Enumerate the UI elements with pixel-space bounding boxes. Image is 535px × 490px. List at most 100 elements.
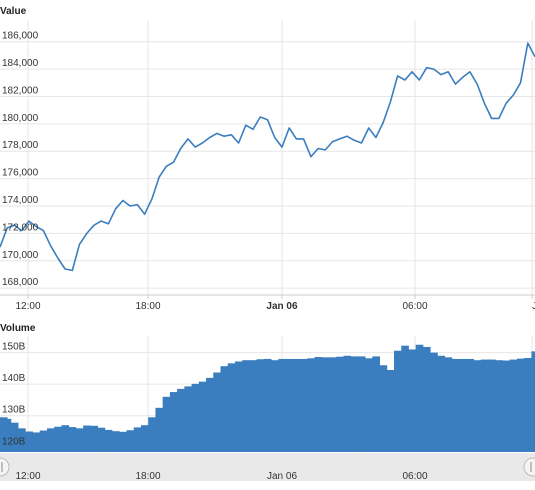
volume-bar — [495, 360, 503, 452]
volume-bar — [271, 360, 279, 452]
volume-bar — [46, 428, 55, 452]
price-tick-label: 174,000 — [2, 195, 39, 206]
volume-bar — [278, 358, 286, 452]
volume-bar — [234, 361, 243, 452]
volume-bar — [198, 381, 207, 452]
volume-bar — [430, 352, 438, 452]
volume-bar — [365, 358, 373, 452]
volume-bar — [148, 417, 156, 452]
price-tick-label: 180,000 — [2, 113, 39, 124]
volume-bar — [451, 358, 460, 452]
volume-bar — [213, 372, 221, 452]
volume-bar — [502, 360, 511, 452]
volume-bar — [191, 383, 200, 452]
volume-bar — [3, 418, 12, 452]
price-tick-label: 172,000 — [2, 222, 39, 233]
volume-bar — [321, 357, 330, 452]
volume-bar — [357, 356, 366, 452]
volume-bar — [415, 344, 424, 452]
volume-bar — [466, 358, 474, 452]
volume-bar — [307, 358, 315, 452]
volume-tick-label: 130B — [2, 405, 26, 416]
time-tick-label: Jan 06 — [266, 301, 298, 312]
volume-bar — [314, 357, 323, 452]
navigator-right-handle[interactable] — [523, 457, 535, 477]
price-tick-label: 176,000 — [2, 168, 39, 179]
volume-bar — [68, 427, 77, 452]
volume-bar — [249, 360, 258, 452]
volume-bar — [473, 360, 482, 452]
volume-bar — [459, 358, 467, 452]
volume-tick-label: 140B — [2, 373, 26, 384]
volume-bar — [119, 431, 127, 452]
price-line — [0, 42, 535, 272]
volume-bar — [386, 369, 395, 452]
volume-bar — [509, 359, 518, 452]
volume-bar — [75, 428, 84, 452]
volume-bar — [263, 358, 272, 452]
time-tick-label: 12:00 — [15, 301, 40, 312]
price-tick-label: 182,000 — [2, 85, 39, 96]
volume-tick-label: 120B — [2, 436, 26, 447]
volume-bar — [343, 355, 352, 452]
price-tick-label: 168,000 — [2, 277, 39, 288]
volume-bar — [90, 425, 99, 452]
price-tick-label: 178,000 — [2, 140, 39, 151]
volume-bar — [177, 388, 185, 452]
volume-bar — [394, 350, 402, 452]
volume-bar — [300, 358, 308, 452]
volume-bar — [242, 360, 250, 452]
volume-bar — [372, 356, 380, 452]
volume-bar — [39, 430, 48, 452]
volume-bar — [401, 345, 409, 452]
volume-bar — [437, 355, 446, 452]
volume-bar — [54, 426, 62, 452]
time-tick-label: 06:00 — [402, 301, 427, 312]
volume-bar — [422, 346, 431, 452]
volume-bar — [104, 429, 113, 452]
volume-bar — [408, 349, 417, 452]
volume-bar — [292, 358, 301, 452]
volume-bar — [112, 431, 120, 452]
navigator-tick-label: 18:00 — [135, 471, 160, 482]
volume-bar — [25, 431, 33, 452]
time-tick-label: J — [532, 301, 535, 312]
volume-bar — [256, 359, 265, 452]
time-tick-label: 18:00 — [135, 301, 160, 312]
volume-panel-title: Volume — [0, 323, 36, 334]
volume-bar — [155, 407, 164, 452]
volume-bar — [140, 425, 149, 452]
volume-bar — [328, 357, 337, 452]
volume-bar — [169, 392, 178, 452]
volume-bar — [133, 427, 142, 452]
volume-bar — [336, 356, 344, 452]
label-layer: 186,000 184,000 182,000 180,000 178,000 176,0… — [2, 31, 535, 448]
volume-bar — [18, 428, 26, 452]
volume-bar — [162, 396, 171, 452]
navigator[interactable]: 12:00 18:00 Jan 06 06:00 — [0, 453, 535, 482]
volume-bar — [488, 359, 496, 452]
volume-bar — [227, 363, 236, 452]
price-tick-label: 170,000 — [2, 250, 39, 261]
volume-bar — [97, 427, 106, 452]
volume-bars — [0, 344, 535, 452]
volume-bar — [379, 365, 388, 452]
volume-bar — [516, 358, 525, 452]
volume-tick-label: 150B — [2, 342, 26, 353]
volume-bar — [32, 432, 41, 452]
volume-bar — [126, 430, 135, 452]
volume-bar — [206, 377, 214, 452]
navigator-background — [0, 453, 535, 481]
volume-bar — [350, 356, 359, 452]
navigator-tick-label: Jan 06 — [267, 471, 297, 482]
volume-bar — [480, 359, 489, 452]
volume-bar — [285, 358, 294, 452]
navigator-tick-label: 12:00 — [15, 471, 40, 482]
volume-bar — [61, 425, 70, 452]
volume-bar — [444, 357, 453, 452]
navigator-tick-label: 06:00 — [402, 471, 427, 482]
volume-bar — [524, 357, 532, 452]
volume-bar — [531, 351, 535, 452]
price-tick-label: 186,000 — [2, 31, 39, 42]
